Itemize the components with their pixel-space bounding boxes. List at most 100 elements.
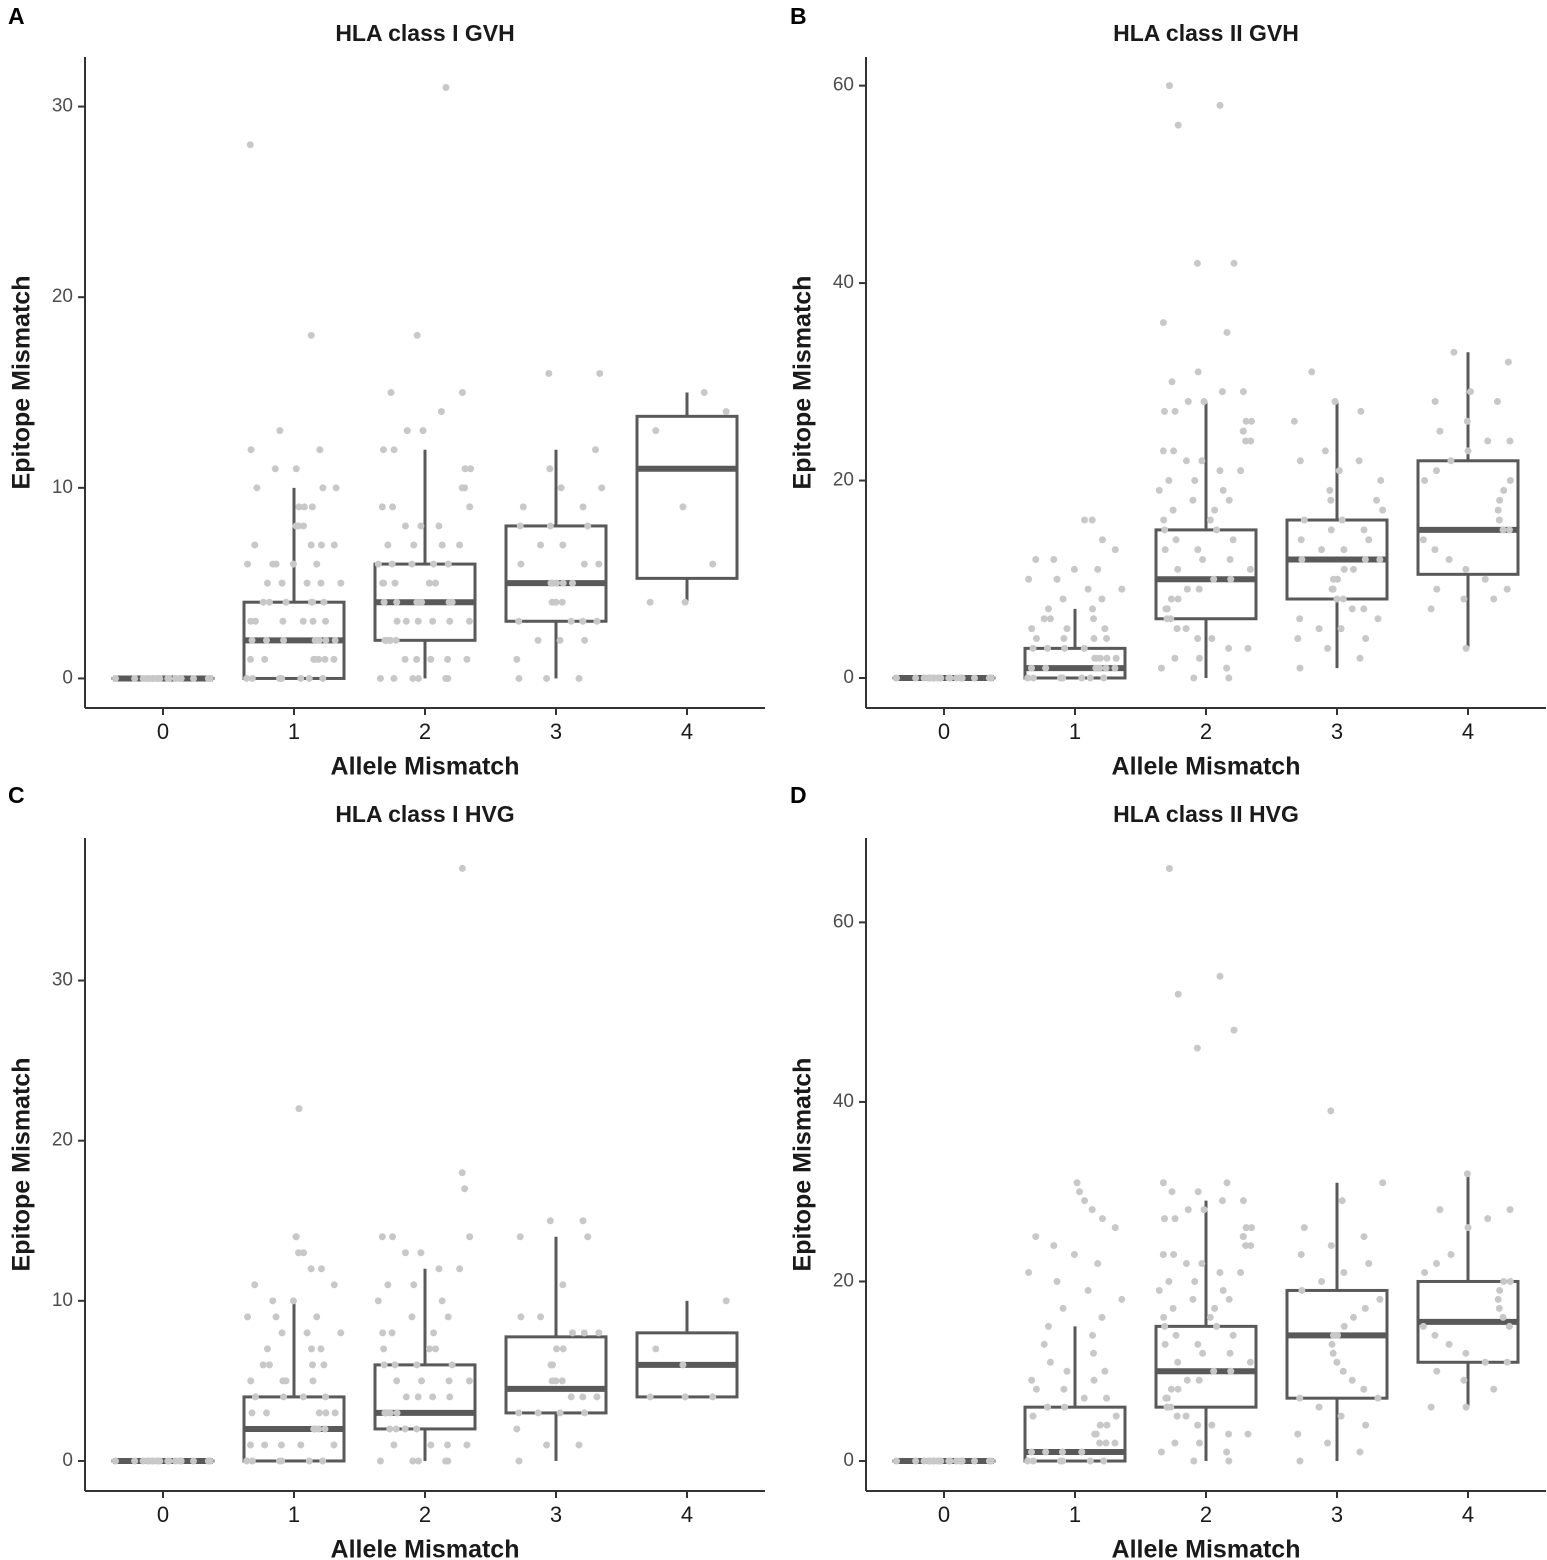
point	[580, 1329, 588, 1337]
point	[534, 1409, 542, 1417]
point	[417, 1249, 425, 1257]
point	[513, 1425, 521, 1433]
point	[1103, 1394, 1111, 1402]
point	[177, 1457, 185, 1465]
point	[1219, 1286, 1227, 1294]
panel: D HLA class II HVG Allele Mismatch Epitope …	[789, 782, 1546, 1560]
point	[401, 522, 409, 530]
point	[1493, 398, 1501, 406]
point	[388, 1329, 396, 1337]
point	[1466, 388, 1474, 396]
point	[401, 1249, 409, 1257]
y-tick-label: 60	[833, 911, 854, 932]
point	[413, 598, 421, 606]
point	[722, 408, 730, 416]
x-tick-label: 2	[419, 719, 431, 744]
point	[401, 1425, 409, 1433]
point	[402, 617, 410, 625]
point	[1296, 457, 1304, 465]
point	[1373, 496, 1381, 504]
point	[1194, 1421, 1202, 1429]
point	[1225, 674, 1233, 682]
point	[1161, 1340, 1169, 1348]
point	[1374, 1394, 1382, 1402]
point	[1421, 1268, 1429, 1276]
point	[519, 503, 527, 511]
point	[1230, 259, 1238, 267]
point	[1118, 1295, 1126, 1303]
point	[1090, 1349, 1098, 1357]
point	[1506, 1277, 1514, 1285]
point	[1078, 1448, 1086, 1456]
chart-title: HLA class II HVG	[1113, 801, 1299, 827]
point	[548, 1377, 556, 1385]
point	[930, 1457, 938, 1465]
point	[958, 1457, 966, 1465]
point	[1111, 1224, 1119, 1232]
point	[1167, 1385, 1175, 1393]
point	[1432, 1260, 1440, 1268]
point	[1029, 674, 1037, 682]
point	[307, 1265, 315, 1273]
point	[269, 1297, 277, 1305]
point	[1308, 368, 1316, 376]
point	[320, 598, 328, 606]
point	[259, 598, 267, 606]
point	[322, 636, 330, 644]
point	[553, 1345, 561, 1353]
y-tick-label: 60	[833, 75, 854, 96]
point	[292, 522, 300, 530]
point	[112, 674, 119, 682]
point	[1216, 972, 1224, 980]
point	[413, 1361, 421, 1369]
point	[458, 864, 466, 872]
point	[652, 427, 660, 435]
point	[387, 389, 395, 397]
point	[1463, 417, 1471, 425]
point	[331, 1409, 339, 1417]
point	[295, 1105, 303, 1113]
point	[1029, 1412, 1037, 1420]
point	[1172, 536, 1180, 544]
point	[1096, 654, 1104, 662]
point	[1163, 605, 1171, 613]
point	[709, 1393, 717, 1401]
point	[414, 617, 422, 625]
point	[1296, 1457, 1304, 1465]
point	[1190, 1457, 1198, 1465]
point	[1329, 1349, 1337, 1357]
point	[515, 617, 523, 625]
point	[1182, 1260, 1190, 1268]
point	[378, 1233, 386, 1241]
point	[1450, 348, 1458, 356]
point	[517, 1313, 525, 1321]
point	[386, 1409, 394, 1417]
point	[1053, 575, 1061, 583]
point	[548, 1361, 556, 1369]
point	[1340, 546, 1348, 554]
point	[1230, 1026, 1238, 1034]
point	[1210, 575, 1218, 583]
point	[1094, 1260, 1102, 1268]
point	[1208, 634, 1216, 642]
point	[513, 655, 521, 663]
point	[593, 1393, 601, 1401]
point	[1174, 1385, 1182, 1393]
point	[1247, 1242, 1255, 1250]
point	[584, 522, 592, 530]
point	[579, 1393, 587, 1401]
point	[912, 1457, 920, 1465]
point	[1111, 1439, 1119, 1447]
point	[390, 674, 398, 682]
point	[389, 1233, 397, 1241]
point	[546, 1217, 554, 1225]
point	[1155, 486, 1163, 494]
point	[1447, 1251, 1455, 1259]
point	[244, 560, 252, 568]
point	[1464, 447, 1472, 455]
point	[446, 617, 454, 625]
point	[937, 674, 945, 682]
point	[1200, 398, 1208, 406]
point	[243, 1457, 251, 1465]
x-tick-label: 0	[938, 719, 950, 744]
